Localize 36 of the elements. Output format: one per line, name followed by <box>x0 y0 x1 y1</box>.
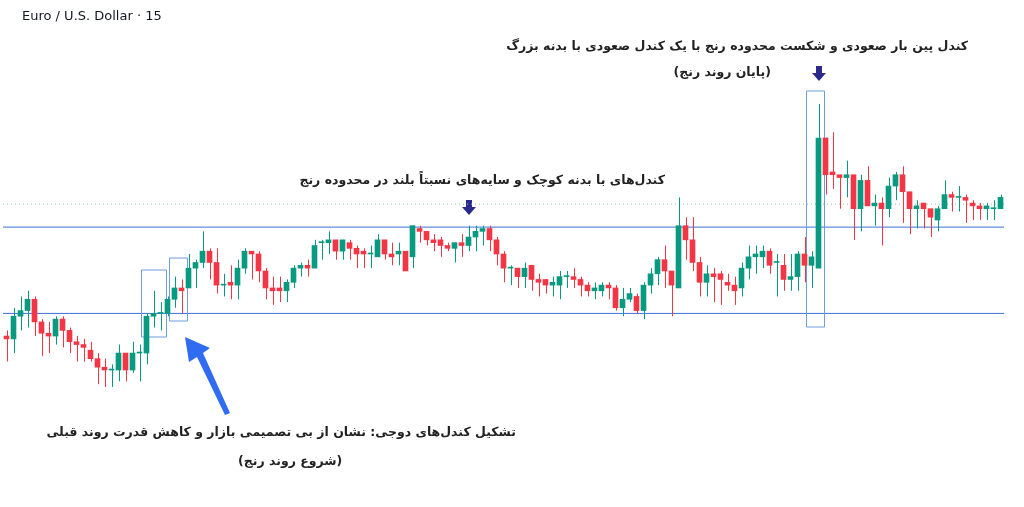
candlestick <box>157 301 164 331</box>
candlestick <box>808 250 815 289</box>
candlestick <box>150 290 157 329</box>
candlestick <box>948 191 955 213</box>
candlestick <box>451 242 458 263</box>
candlestick <box>787 253 794 292</box>
candlestick <box>94 352 101 385</box>
candlestick <box>80 338 87 363</box>
candlestick <box>955 185 962 213</box>
candlestick <box>843 160 850 198</box>
candlestick <box>535 273 542 297</box>
candlestick <box>962 194 969 224</box>
candlestick <box>458 233 465 258</box>
candlestick <box>927 208 934 238</box>
text: تشکیل کندل‌های دوجی: نشان از بی تصمیمی بازار و کاهش قدرت روند قبلی <box>46 424 516 439</box>
candlestick <box>710 267 717 303</box>
candlestick <box>570 267 577 289</box>
candlestick <box>773 253 780 297</box>
candlestick <box>402 250 409 272</box>
text: کندل پین بار صعودی و شکست محدوده رنج با یک کندل صعودی با بدنه بزرگ <box>506 38 968 53</box>
candlestick <box>17 295 24 331</box>
chart-title: Euro / U.S. Dollar · 15 <box>22 8 162 23</box>
annotation: کندل‌های با بدنه کوچک و سایه‌های نسبتاً بلند در محدوده رنج <box>299 172 665 187</box>
candlestick <box>73 335 80 363</box>
candlestick <box>899 165 906 224</box>
candlestick <box>696 256 703 297</box>
candlestick <box>717 270 724 306</box>
candlestick <box>703 264 710 297</box>
candlestick <box>318 239 325 261</box>
text: (پایان روند رنج) <box>673 64 771 79</box>
candlestick <box>990 199 997 221</box>
candlestick <box>836 174 843 210</box>
candlestick <box>479 225 486 246</box>
text: (شروع روند رنج) <box>238 453 343 468</box>
candlestick <box>346 239 353 261</box>
candlestick <box>906 191 913 235</box>
